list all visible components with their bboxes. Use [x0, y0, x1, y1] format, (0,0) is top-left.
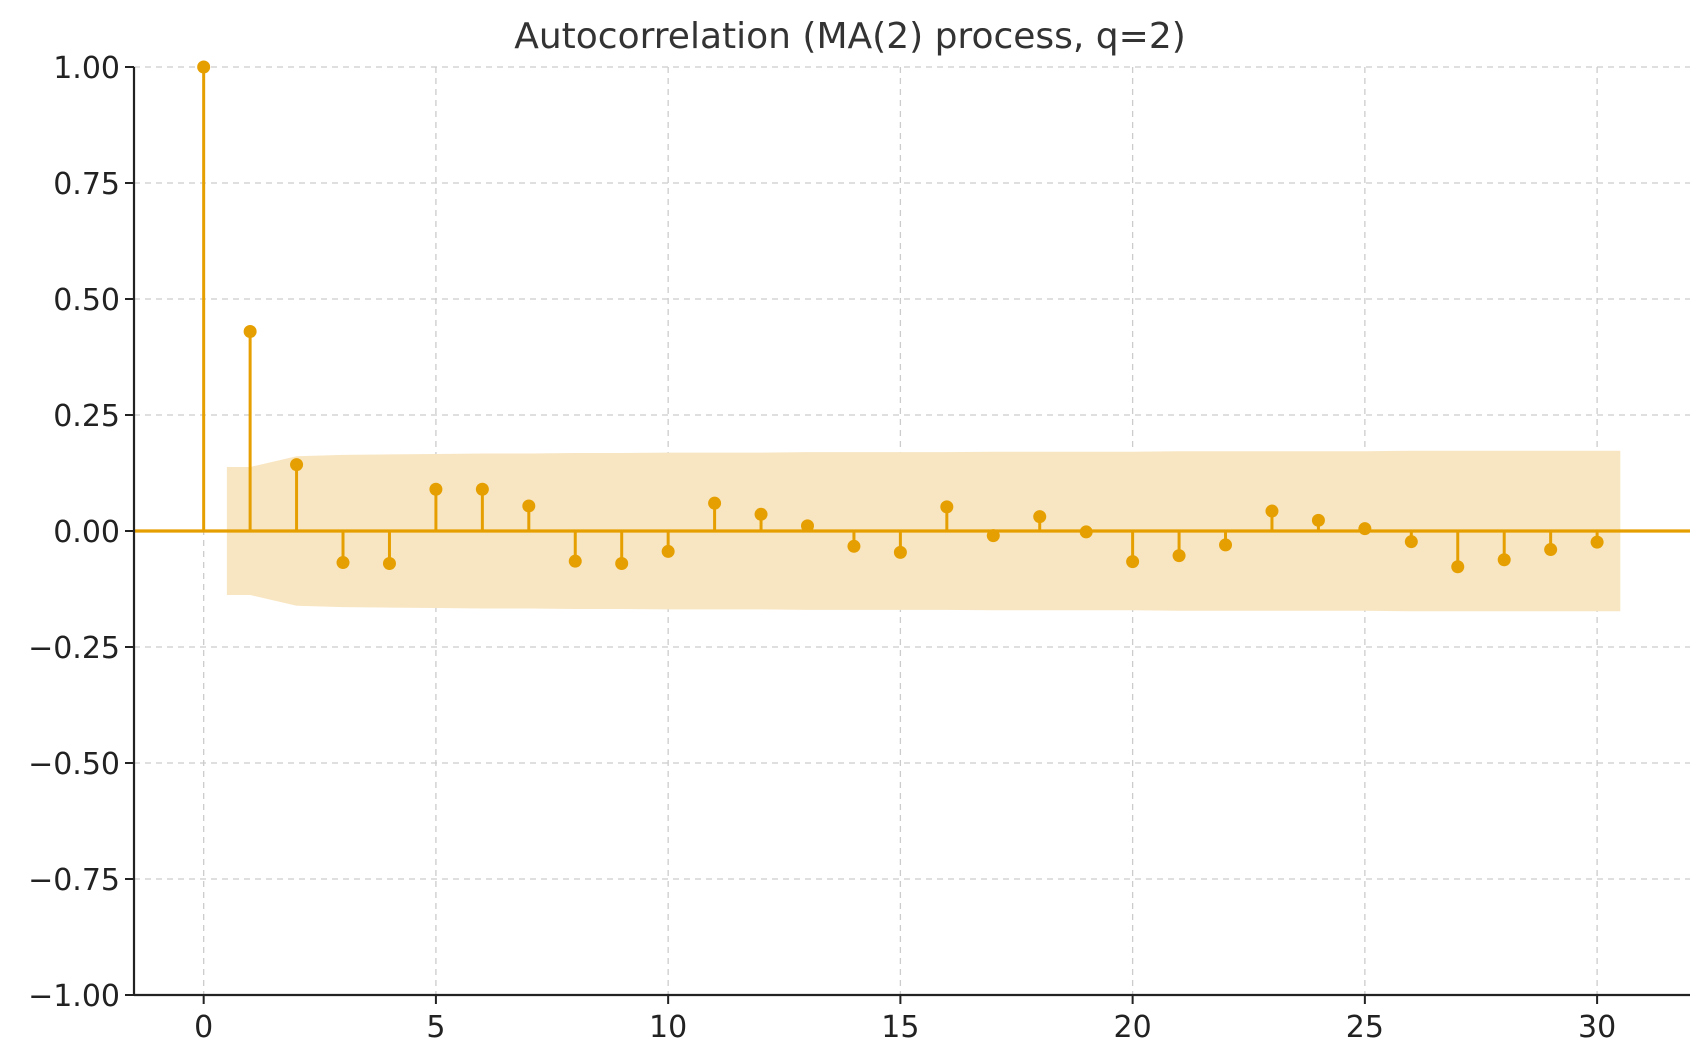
x-tick-label: 15 [881, 1010, 919, 1045]
acf-point [382, 556, 396, 570]
acf-point [475, 482, 489, 496]
acf-point [615, 556, 629, 570]
acf-point [1126, 555, 1140, 569]
y-ticks: 1.00 0.75 0.50 0.25 0.00 −0.25 −0.50 −0.75 −1.00 [28, 51, 134, 1014]
y-tick-label: −1.00 [28, 979, 120, 1014]
acf-point [986, 529, 1000, 543]
y-tick-label: 1.00 [53, 51, 120, 86]
acf-point [429, 482, 443, 496]
acf-point [1033, 510, 1047, 524]
acf-point [1172, 549, 1186, 563]
acf-point [1358, 522, 1372, 536]
acf-point [336, 556, 350, 570]
acf-point [661, 544, 675, 558]
acf-point [940, 500, 954, 514]
acf-point [243, 324, 257, 338]
y-tick-label: 0.00 [53, 515, 120, 550]
y-tick-label: −0.25 [28, 631, 120, 666]
acf-point [522, 499, 536, 513]
x-tick-label: 30 [1578, 1010, 1616, 1045]
acf-point [800, 519, 814, 533]
acf-point [1404, 535, 1418, 549]
y-tick-label: −0.50 [28, 747, 120, 782]
acf-point [1311, 513, 1325, 527]
stems-layer [197, 60, 1604, 574]
acf-point [1219, 538, 1233, 552]
acf-point [1544, 543, 1558, 557]
acf-point [1079, 525, 1093, 539]
acf-point [893, 545, 907, 559]
acf-point [708, 496, 722, 510]
x-tick-label: 0 [194, 1010, 213, 1045]
acf-point [1590, 535, 1604, 549]
acf-point [1451, 560, 1465, 574]
x-tick-label: 10 [649, 1010, 687, 1045]
x-tick-label: 25 [1346, 1010, 1384, 1045]
acf-point [1265, 504, 1279, 518]
acf-point [197, 60, 211, 74]
acf-point [1497, 553, 1511, 567]
acf-point [290, 458, 304, 472]
acf-point [568, 554, 582, 568]
y-tick-label: 0.25 [53, 399, 120, 434]
x-ticks: 0 5 10 15 20 25 30 [194, 995, 1616, 1045]
x-tick-label: 20 [1114, 1010, 1152, 1045]
y-tick-label: 0.75 [53, 167, 120, 202]
y-tick-label: −0.75 [28, 863, 120, 898]
y-tick-label: 0.50 [53, 283, 120, 318]
chart-title: Autocorrelation (MA(2) process, q=2) [514, 16, 1186, 57]
acf-point [754, 507, 768, 521]
acf-point [847, 539, 861, 553]
x-tick-label: 5 [426, 1010, 445, 1045]
